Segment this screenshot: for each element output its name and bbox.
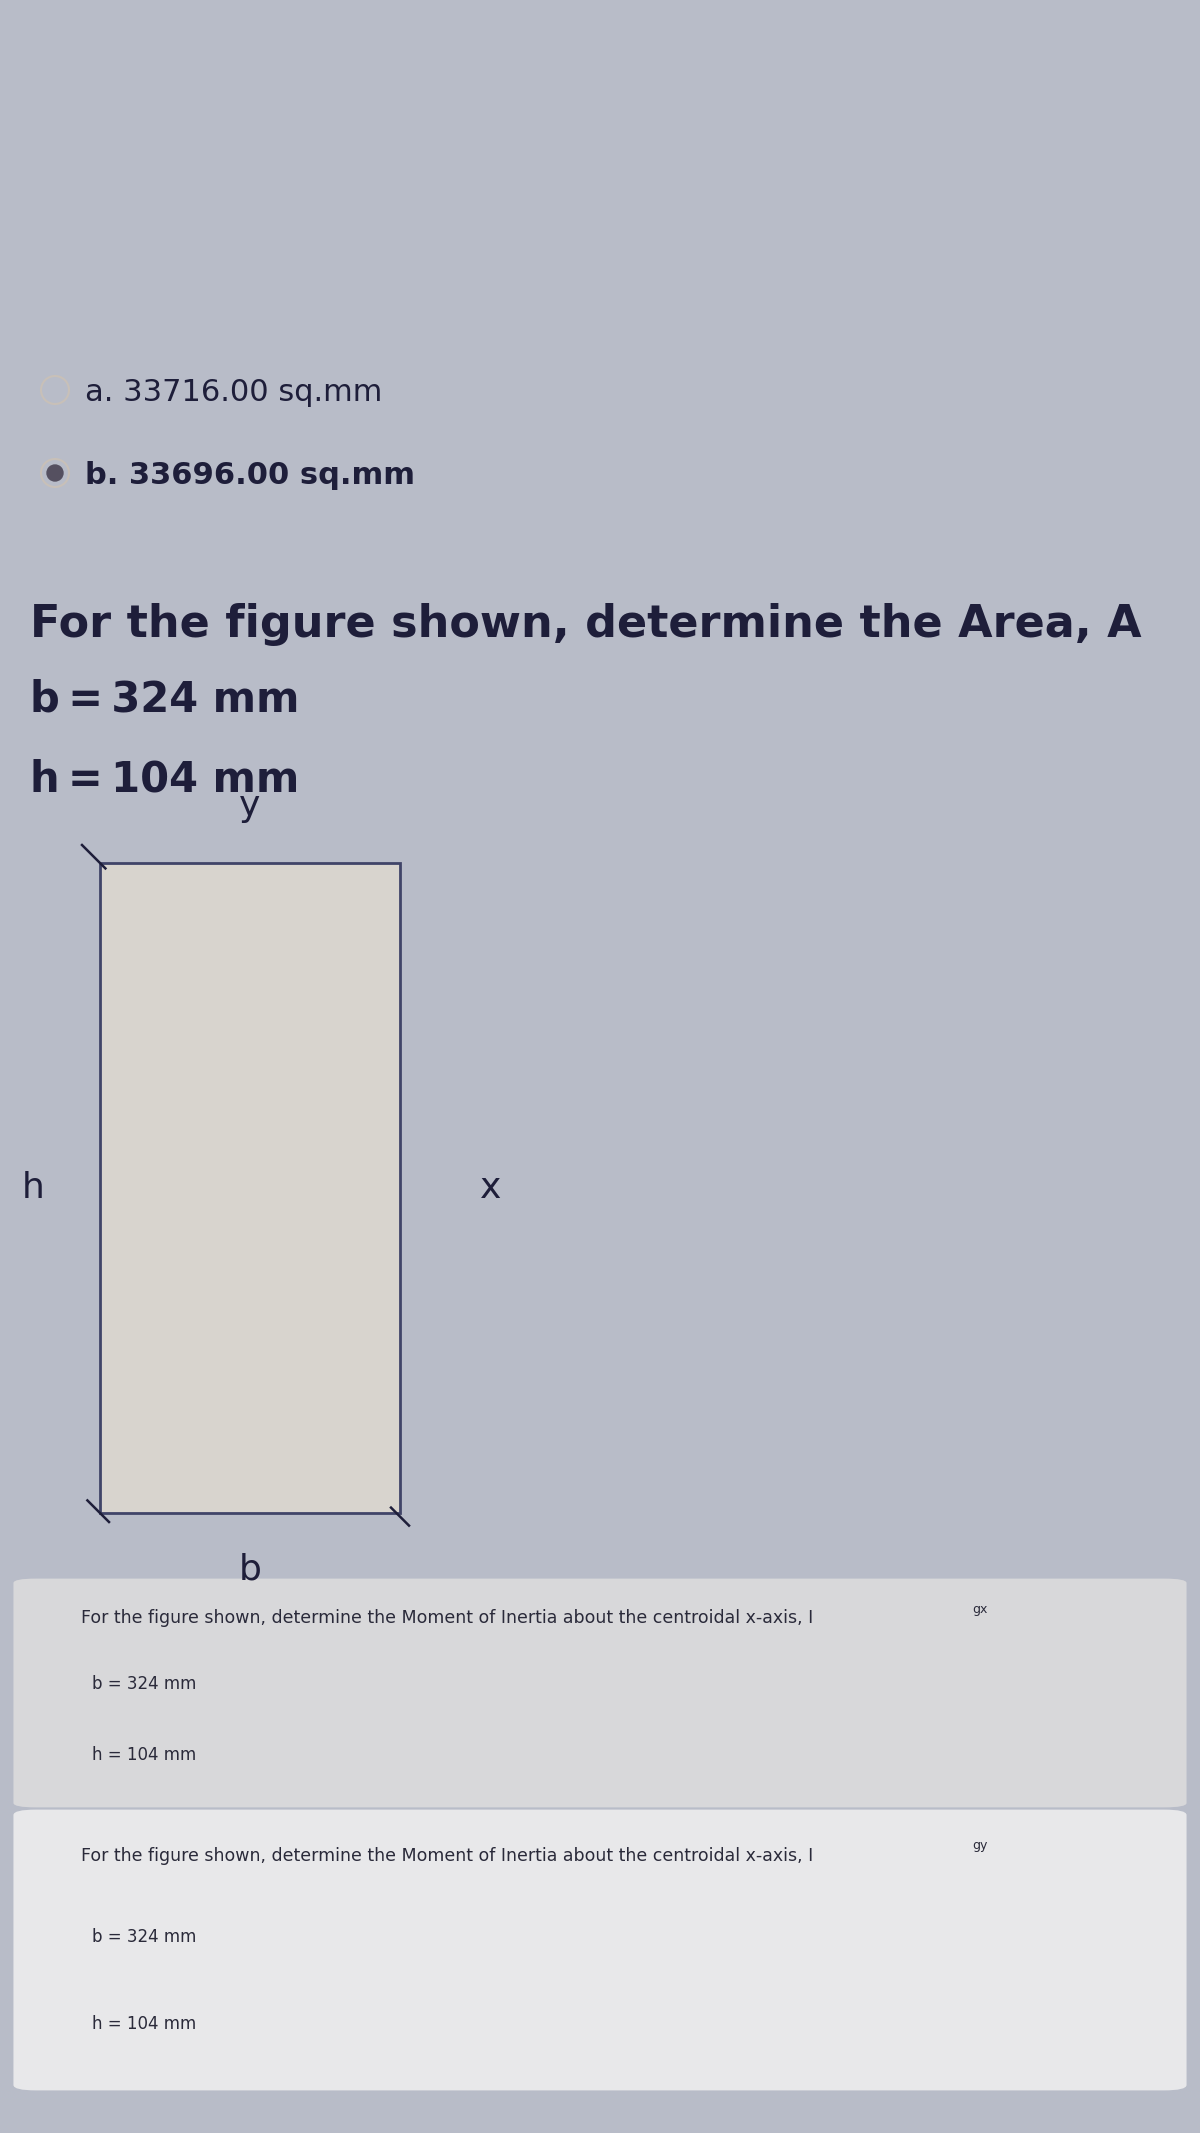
Text: h = 104 mm: h = 104 mm: [92, 1745, 197, 1764]
Text: b = 324 mm: b = 324 mm: [92, 1928, 197, 1947]
Text: b = 324 mm: b = 324 mm: [92, 1674, 197, 1694]
Text: x: x: [480, 1171, 502, 1205]
Text: h = 104 mm: h = 104 mm: [30, 757, 299, 800]
Text: b = 324 mm: b = 324 mm: [30, 678, 299, 721]
Text: For the figure shown, determine the Moment of Inertia about the centroidal x-axi: For the figure shown, determine the Mome…: [82, 1847, 814, 1866]
FancyBboxPatch shape: [13, 1809, 1187, 2090]
Text: b: b: [239, 1553, 262, 1587]
FancyBboxPatch shape: [13, 1578, 1187, 1807]
Text: y: y: [239, 789, 260, 823]
Text: a. 33716.00 sq.mm: a. 33716.00 sq.mm: [85, 378, 383, 407]
Text: h = 104 mm: h = 104 mm: [92, 2016, 197, 2033]
Bar: [36, 1815, 1164, 1847]
Circle shape: [47, 465, 64, 482]
Text: h: h: [22, 1171, 46, 1205]
Text: For the figure shown, determine the Moment of Inertia about the centroidal x-axi: For the figure shown, determine the Mome…: [82, 1610, 814, 1627]
Text: gx: gx: [972, 1602, 988, 1617]
Text: gy: gy: [972, 1839, 988, 1851]
Bar: [100, 864, 400, 1512]
Text: b. 33696.00 sq.mm: b. 33696.00 sq.mm: [85, 461, 415, 491]
Text: For the figure shown, determine the Area, A: For the figure shown, determine the Area…: [30, 604, 1141, 646]
